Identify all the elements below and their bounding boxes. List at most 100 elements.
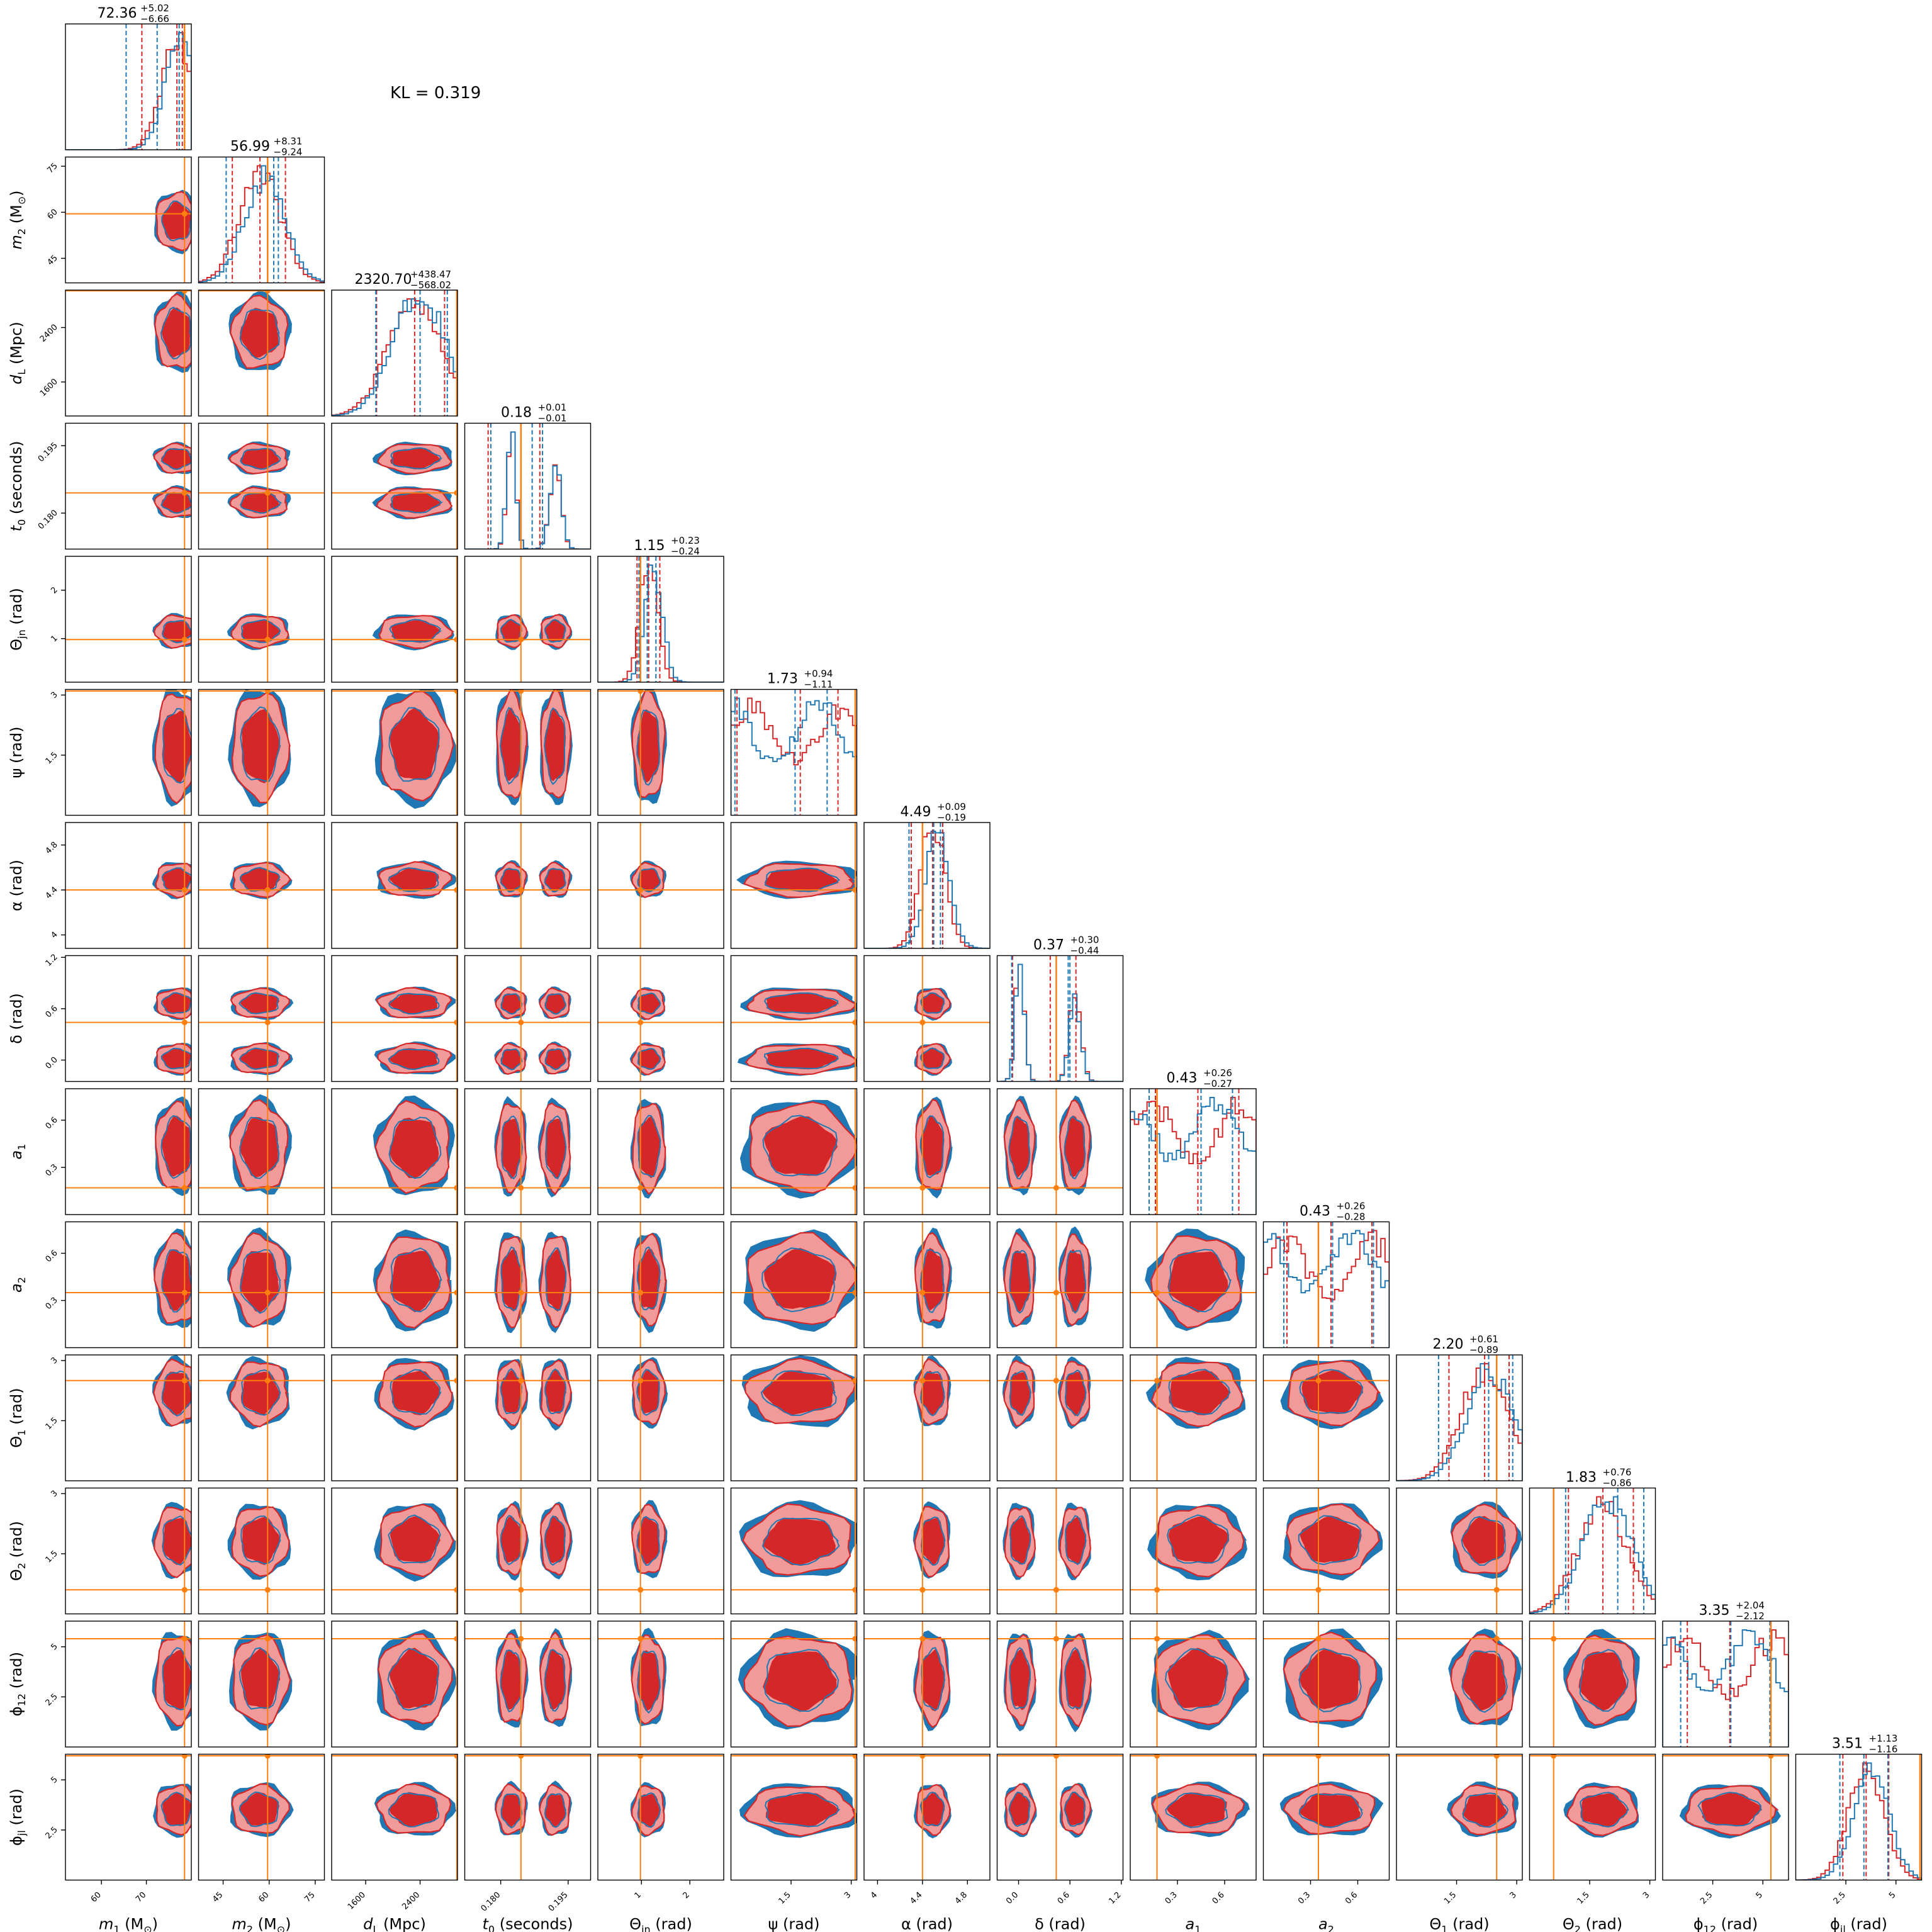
cell-psi-psi: 1.73 +0.94−1.11 [730, 668, 858, 816]
contour-b-inner-t0-phijl-1 [544, 1793, 567, 1828]
title-theta2: 1.83 [1566, 1470, 1597, 1486]
cell-m1-dL: 1600 2400 dL (Mpc) [8, 289, 192, 417]
xtick-label-delta-0: 0.0 [1004, 1890, 1020, 1906]
contour-b-inner-thetajn-a1-0 [637, 1115, 661, 1177]
title-theta1: 2.20 [1433, 1337, 1464, 1352]
cell-psi-a1 [730, 1088, 858, 1215]
contour-b-inner-a1-phijl-0 [1165, 1792, 1228, 1828]
xlabel-t0: t0 (seconds) [482, 1916, 573, 1932]
contour-b-inner-thetajn-delta-1 [637, 992, 661, 1015]
contour-b-inner-thetajn-a2-0 [636, 1246, 661, 1311]
title-m1: 72.36 [98, 6, 137, 21]
xlabel-psi: ψ (rad) [768, 1916, 819, 1932]
truth-point-thetajn-a2 [637, 1289, 644, 1296]
title-plus-t0: +0.01 [538, 402, 567, 413]
axes-frame-2-4 [331, 556, 458, 683]
axes-frame-6-11 [863, 1487, 991, 1615]
cell-m1-m2: 45 60 75 m2 (M⊙) [8, 156, 192, 284]
truth-point-m2-phi12 [264, 1636, 271, 1642]
cell-psi-phi12 [730, 1620, 858, 1748]
contour-b-inner-delta-theta2-0 [1009, 1515, 1031, 1565]
axes-frame-3-11 [464, 1487, 592, 1615]
contour-b-inner-delta-phi12-1 [1064, 1647, 1086, 1710]
ytick-label-a1-1: 0.6 [44, 1115, 60, 1131]
cell-m2-m2: 56.99 +8.31−9.24 [198, 136, 325, 284]
truth-point-psi-a1 [852, 1185, 857, 1191]
ylabel-a1: a1 [8, 1144, 28, 1160]
cell-thetajn-thetajn: 1.15 +0.23−0.24 [597, 535, 724, 683]
cell-dL-phijl: 1600 2400 dL (Mpc) [331, 1753, 458, 1932]
contour-b-inner-delta-theta1-0 [1009, 1370, 1032, 1416]
axes-frame-4-12 [597, 1620, 724, 1748]
contour-b-inner-psi-phijl-0 [765, 1792, 841, 1828]
axes-frame-0-3 [65, 422, 192, 550]
contour-b-inner-dL-phi12-0 [387, 1648, 439, 1711]
truth-point-alpha-theta1 [919, 1378, 926, 1384]
axes-frame-1-7 [198, 955, 325, 1082]
truth-point-m1-delta [181, 1019, 188, 1026]
ytick-label-m2-0: 45 [46, 254, 60, 267]
axes-frame-5-7 [730, 955, 858, 1082]
cell-alpha-a1 [863, 1088, 991, 1215]
contour-b-inner-m2-t0-1 [239, 447, 281, 470]
axes-frame-0-0 [65, 23, 192, 150]
title-minus-phijl: −1.16 [1869, 1744, 1898, 1755]
truth-point-a2-theta1 [1315, 1378, 1322, 1384]
truth-point-theta1-theta2 [1493, 1587, 1500, 1593]
hist-a-a1 [1130, 1097, 1256, 1215]
cell-theta1-phijl: 1.5 3 Θ1 (rad) [1396, 1753, 1523, 1932]
hist-a-t0 [464, 431, 591, 549]
ylabel-theta2: Θ2 (rad) [8, 1521, 28, 1581]
axes-frame-2-8 [331, 1088, 458, 1215]
title-plus-a1: +0.26 [1203, 1067, 1232, 1079]
contour-b-inner-t0-a2-1 [544, 1247, 567, 1311]
axes-frame-1-13 [198, 1753, 325, 1881]
contour-b-inner-theta1-phijl-0 [1462, 1792, 1509, 1828]
cell-dL-theta1 [331, 1354, 458, 1481]
axes-frame-7-7 [996, 955, 1124, 1082]
axes-frame-4-11 [597, 1487, 724, 1615]
truth-point-m1-m2 [181, 211, 188, 217]
cell-t0-psi [464, 688, 592, 816]
axes-frame-3-3 [464, 422, 592, 550]
ytick-label-alpha-1: 4.4 [44, 885, 60, 901]
xtick-label-m2-0: 45 [211, 1890, 225, 1904]
truth-point-dL-phijl [454, 1754, 458, 1759]
axes-frame-3-8 [464, 1088, 592, 1215]
axes-frame-2-11 [331, 1487, 458, 1615]
contour-b-inner-psi-theta2-0 [761, 1517, 840, 1566]
cell-psi-a2 [730, 1221, 858, 1349]
contour-b-inner-psi-phi12-0 [763, 1649, 840, 1712]
axes-frame-1-12 [198, 1620, 325, 1748]
cell-theta2-theta2: 1.83 +0.76−0.86 [1529, 1467, 1656, 1615]
title-plus-m2: +8.31 [274, 136, 303, 147]
cell-psi-phijl: 1.5 3 ψ (rad) [730, 1753, 858, 1932]
xtick-label-delta-2: 1.2 [1107, 1890, 1123, 1906]
axes-frame-2-6 [331, 822, 458, 949]
cell-dL-thetajn [331, 556, 458, 683]
ytick-label-phijl-0: 2.5 [44, 1825, 60, 1841]
cell-m1-psi: 1.5 3 ψ (rad) [8, 688, 192, 816]
ytick-label-phijl-1: 5 [49, 1775, 59, 1785]
truth-point-t0-theta2 [518, 1587, 524, 1593]
cell-a1-theta2 [1130, 1487, 1257, 1615]
truth-point-t0-phi12 [518, 1636, 524, 1642]
cell-a2-theta2 [1262, 1487, 1390, 1615]
axes-frame-0-2 [65, 289, 192, 417]
title-dL: 2320.70 [355, 272, 412, 288]
title-alpha: 4.49 [901, 804, 931, 820]
axes-frame-0-6 [65, 822, 192, 949]
truth-point-thetajn-phijl [637, 1754, 644, 1759]
axes-frame-4-8 [597, 1088, 724, 1215]
ytick-label-alpha-2: 4.8 [44, 840, 60, 856]
truth-point-alpha-theta2 [919, 1587, 926, 1593]
xtick-label-a1-0: 0.3 [1164, 1890, 1179, 1906]
axes-frame-9-10 [1262, 1354, 1390, 1481]
truth-point-t0-alpha [518, 887, 524, 893]
truth-point-m1-thetajn [181, 636, 188, 643]
contour-b-inner-t0-theta2-1 [544, 1515, 566, 1566]
contour-b-inner-psi-delta-1 [763, 992, 839, 1014]
truth-point-psi-a2 [852, 1289, 857, 1296]
title-minus-dL: −568.02 [410, 279, 451, 291]
axes-frame-8-12 [1130, 1620, 1257, 1748]
